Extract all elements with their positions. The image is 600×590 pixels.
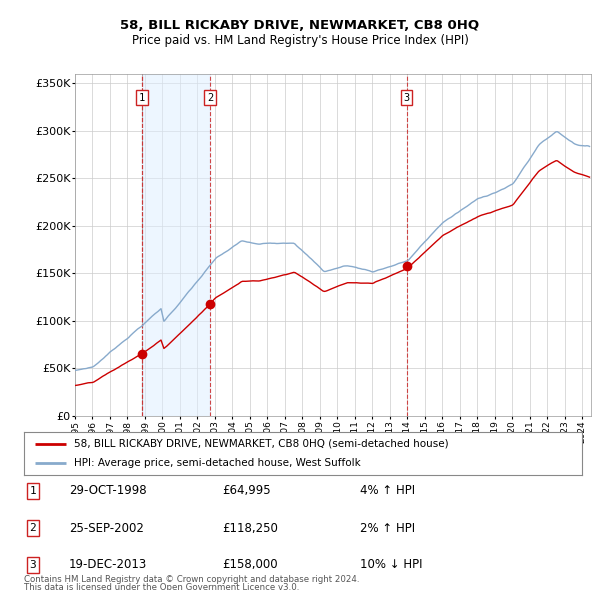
Text: £118,250: £118,250 (222, 522, 278, 535)
Bar (142, 74, 210, 416)
Text: 19-DEC-2013: 19-DEC-2013 (69, 558, 147, 571)
Text: HPI: Average price, semi-detached house, West Suffolk: HPI: Average price, semi-detached house,… (74, 458, 361, 468)
Text: Contains HM Land Registry data © Crown copyright and database right 2024.: Contains HM Land Registry data © Crown c… (24, 575, 359, 585)
Text: This data is licensed under the Open Government Licence v3.0.: This data is licensed under the Open Gov… (24, 582, 299, 590)
Text: 2% ↑ HPI: 2% ↑ HPI (360, 522, 415, 535)
Text: 3: 3 (404, 93, 410, 103)
Text: 58, BILL RICKABY DRIVE, NEWMARKET, CB8 0HQ (semi-detached house): 58, BILL RICKABY DRIVE, NEWMARKET, CB8 0… (74, 439, 449, 449)
Text: 29-OCT-1998: 29-OCT-1998 (69, 484, 146, 497)
Text: 2: 2 (29, 523, 37, 533)
Text: 25-SEP-2002: 25-SEP-2002 (69, 522, 144, 535)
Text: 1: 1 (29, 486, 37, 496)
Text: £158,000: £158,000 (222, 558, 278, 571)
Text: 3: 3 (29, 560, 37, 569)
Text: 1: 1 (139, 93, 145, 103)
Text: 10% ↓ HPI: 10% ↓ HPI (360, 558, 422, 571)
Text: Price paid vs. HM Land Registry's House Price Index (HPI): Price paid vs. HM Land Registry's House … (131, 34, 469, 47)
Text: £64,995: £64,995 (222, 484, 271, 497)
Text: 4% ↑ HPI: 4% ↑ HPI (360, 484, 415, 497)
Text: 2: 2 (207, 93, 214, 103)
Text: 58, BILL RICKABY DRIVE, NEWMARKET, CB8 0HQ: 58, BILL RICKABY DRIVE, NEWMARKET, CB8 0… (121, 19, 479, 32)
